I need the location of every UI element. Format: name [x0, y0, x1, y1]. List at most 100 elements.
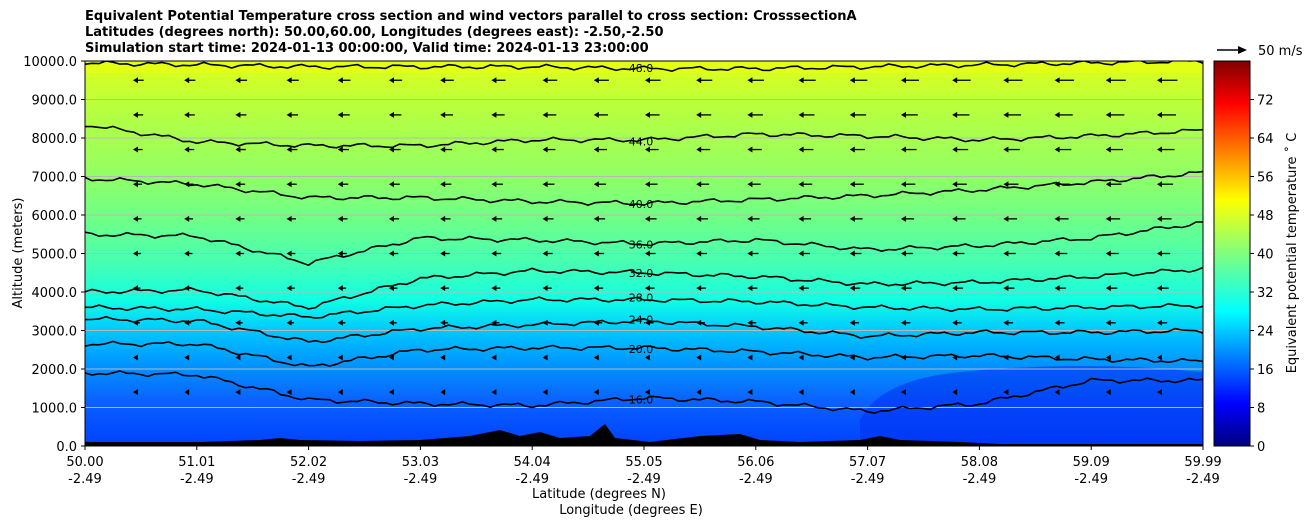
- contour-label: 32.0: [629, 267, 654, 280]
- wind-arrow: [389, 250, 399, 257]
- wind-arrow-head: [798, 250, 804, 257]
- wind-arrow-head: [491, 354, 497, 361]
- wind-arrow: [696, 389, 702, 396]
- wind-arrow: [952, 285, 964, 292]
- wind-arrow: [593, 250, 605, 257]
- wind-arrow-head: [645, 354, 650, 361]
- wind-arrow: [542, 111, 557, 118]
- wind-arrow-head: [286, 215, 292, 222]
- wind-arrow: [747, 285, 758, 292]
- wind-arrow: [952, 215, 966, 222]
- wind-arrow: [389, 285, 398, 292]
- wind-arrow-head: [645, 77, 650, 84]
- wind-arrow-head: [1054, 181, 1060, 188]
- wind-arrow-head: [542, 146, 548, 153]
- wind-arrow-head: [337, 215, 343, 222]
- wind-arrow-head: [491, 319, 497, 326]
- wind-arrow: [798, 319, 808, 326]
- wind-arrow: [542, 319, 551, 326]
- wind-arrow: [901, 285, 912, 292]
- wind-arrow-head: [1157, 77, 1162, 84]
- wind-arrow-head: [696, 319, 702, 326]
- wind-arrow: [133, 250, 141, 257]
- wind-arrow: [440, 389, 446, 396]
- x-tick-label-longitude: -2.49: [1186, 472, 1220, 487]
- wind-arrow-head: [1157, 250, 1162, 257]
- wind-arrow-head: [286, 111, 292, 118]
- wind-arrow: [235, 285, 244, 292]
- wind-arrow: [798, 77, 816, 84]
- wind-arrow-head: [798, 215, 804, 222]
- x-tick-label-longitude: -2.49: [292, 472, 326, 487]
- wind-arrow-head: [440, 319, 446, 326]
- wind-arrow: [747, 319, 757, 326]
- wind-arrow: [440, 111, 454, 118]
- wind-arrow-head: [696, 250, 702, 257]
- wind-arrow: [798, 354, 804, 361]
- wind-arrow: [798, 181, 813, 188]
- wind-arrow-head: [1054, 354, 1060, 361]
- wind-arrow-head: [184, 215, 190, 222]
- wind-arrow-head: [1003, 285, 1009, 292]
- low-theta-pool: [860, 366, 1203, 446]
- wind-arrow-head: [952, 319, 958, 326]
- wind-arrow-head: [184, 319, 190, 326]
- y-tick-label: 2000.0: [32, 363, 78, 378]
- wind-arrow: [542, 146, 556, 153]
- y-axis-label: Altitude (meters): [11, 198, 26, 309]
- wind-arrow-head: [286, 181, 292, 188]
- wind-arrow: [696, 77, 713, 84]
- wind-arrow-head: [235, 111, 241, 118]
- wind-arrow-head: [645, 146, 650, 153]
- wind-arrow: [133, 146, 143, 153]
- wind-arrow-head: [337, 181, 343, 188]
- wind-arrow-head: [1054, 250, 1060, 257]
- wind-arrow: [1054, 354, 1060, 361]
- wind-arrow-head: [645, 111, 650, 118]
- wind-arrow-head: [440, 215, 446, 222]
- wind-arrow-head: [593, 111, 599, 118]
- contour-label: 36.0: [629, 239, 654, 252]
- x-tick-label-latitude: 57.07: [849, 455, 886, 470]
- wind-arrow: [593, 146, 607, 153]
- wind-arrow-head: [1054, 111, 1060, 118]
- wind-arrow: [1105, 146, 1123, 153]
- wind-arrow-head: [952, 285, 958, 292]
- terrain-silhouette: [85, 424, 1203, 446]
- y-tick-label: 10000.0: [23, 55, 77, 70]
- wind-arrow-head: [337, 389, 343, 396]
- wind-arrow-head: [440, 146, 446, 153]
- wind-arrow: [696, 181, 710, 188]
- wind-arrow-head: [849, 319, 855, 326]
- wind-arrow-head: [1003, 250, 1009, 257]
- wind-arrow: [491, 181, 503, 188]
- wind-arrow: [133, 181, 143, 188]
- wind-arrow-head: [696, 389, 702, 396]
- wind-arrow-head: [645, 319, 650, 326]
- wind-arrow-head: [235, 285, 241, 292]
- wind-arrow-head: [337, 285, 343, 292]
- x-axis-label-latitude: Latitude (degrees N): [532, 487, 666, 502]
- contour-label: 44.0: [629, 135, 654, 148]
- wind-arrow-head: [1157, 215, 1162, 222]
- wind-arrow-head: [1105, 319, 1111, 326]
- wind-arrow: [542, 181, 555, 188]
- wind-arrow: [747, 250, 759, 257]
- wind-arrow-head: [593, 215, 599, 222]
- wind-arrow-head: [1105, 389, 1111, 396]
- quiver-key: 50 m/s: [1217, 44, 1303, 59]
- wind-arrow: [798, 250, 810, 257]
- wind-arrow: [952, 181, 967, 188]
- wind-arrow: [849, 111, 867, 118]
- wind-arrow: [696, 146, 711, 153]
- wind-arrow: [1105, 285, 1118, 292]
- wind-arrow: [696, 319, 705, 326]
- wind-arrow-head: [952, 111, 958, 118]
- wind-arrow-head: [1157, 285, 1162, 292]
- wind-arrow-head: [849, 111, 855, 118]
- wind-arrow-head: [133, 77, 138, 84]
- wind-arrow: [286, 77, 299, 84]
- wind-arrow-head: [696, 354, 702, 361]
- wind-arrow: [849, 250, 862, 257]
- wind-arrow: [901, 319, 911, 326]
